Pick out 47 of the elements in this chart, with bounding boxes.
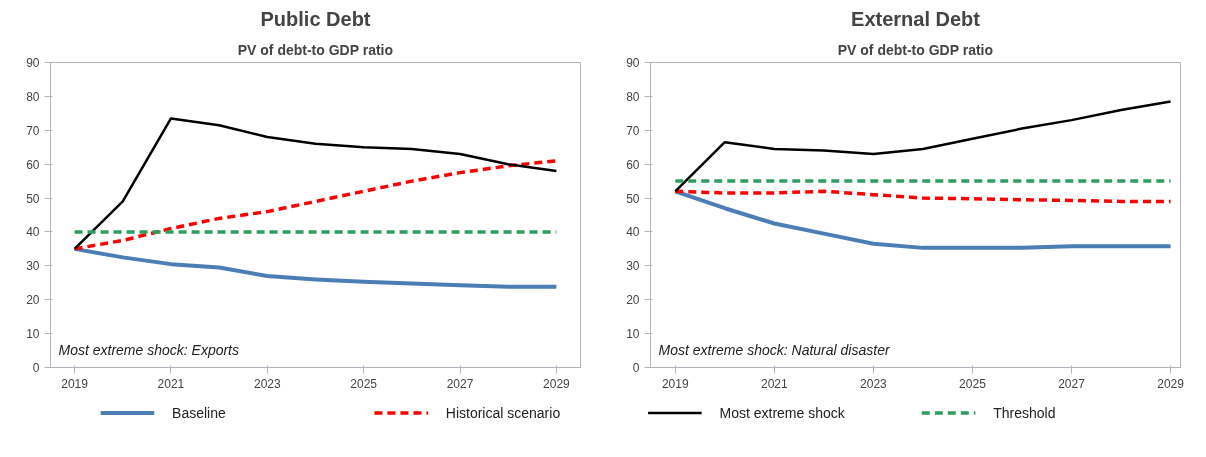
y-tick-label: 60 <box>26 157 40 172</box>
y-tick-label: 80 <box>26 89 40 104</box>
x-tick-label: 2029 <box>1157 376 1185 391</box>
x-tick-label: 2027 <box>1058 376 1086 391</box>
y-tick-label: 50 <box>626 191 640 206</box>
x-tick-label: 2023 <box>860 376 888 391</box>
x-tick-label: 2021 <box>760 376 789 391</box>
y-tick-label: 30 <box>626 259 640 274</box>
x-tick-label: 2023 <box>253 376 281 391</box>
legend-label: Threshold <box>993 405 1056 421</box>
x-tick-label: 2019 <box>61 376 89 391</box>
x-tick-label: 2029 <box>543 376 571 391</box>
x-tick-label: 2021 <box>157 376 185 391</box>
y-tick-label: 20 <box>626 293 640 308</box>
y-tick-label: 10 <box>26 327 40 342</box>
legend-label: Historical scenario <box>445 405 561 421</box>
y-tick-label: 60 <box>626 157 640 172</box>
y-tick-label: 0 <box>32 361 40 375</box>
y-tick-label: 70 <box>626 123 640 138</box>
chart-subtitle: PV of debt-to GDP ratio <box>237 41 394 58</box>
annotation: Most extreme shock: Exports <box>58 341 240 358</box>
line-series <box>674 100 1172 193</box>
x-tick-label: 2025 <box>350 376 378 391</box>
y-tick-label: 40 <box>26 225 40 240</box>
y-tick-label: 90 <box>626 56 640 70</box>
line-series <box>673 189 1173 204</box>
y-tick-label: 90 <box>26 56 40 70</box>
y-tick-label: 20 <box>26 293 40 308</box>
line-series <box>673 189 1173 250</box>
y-tick-label: 80 <box>626 89 640 104</box>
x-tick-label: 2025 <box>959 376 987 391</box>
line-series <box>72 246 559 289</box>
y-tick-label: 50 <box>26 191 40 206</box>
chart-title: External Debt <box>851 7 981 30</box>
chart-title: Public Debt <box>260 7 371 30</box>
x-tick-label: 2027 <box>446 376 474 391</box>
annotation: Most extreme shock: Natural disaster <box>658 341 891 358</box>
legend-label: Most extreme shock <box>719 405 846 421</box>
legend-label: Baseline <box>172 405 227 421</box>
x-tick-label: 2019 <box>661 376 689 391</box>
line-series <box>73 117 558 251</box>
chart-subtitle: PV of debt-to GDP ratio <box>837 41 994 58</box>
y-tick-label: 40 <box>626 225 640 240</box>
y-tick-label: 0 <box>632 361 640 375</box>
y-tick-label: 30 <box>26 259 40 274</box>
y-tick-label: 70 <box>26 123 40 138</box>
y-tick-label: 10 <box>626 327 640 342</box>
